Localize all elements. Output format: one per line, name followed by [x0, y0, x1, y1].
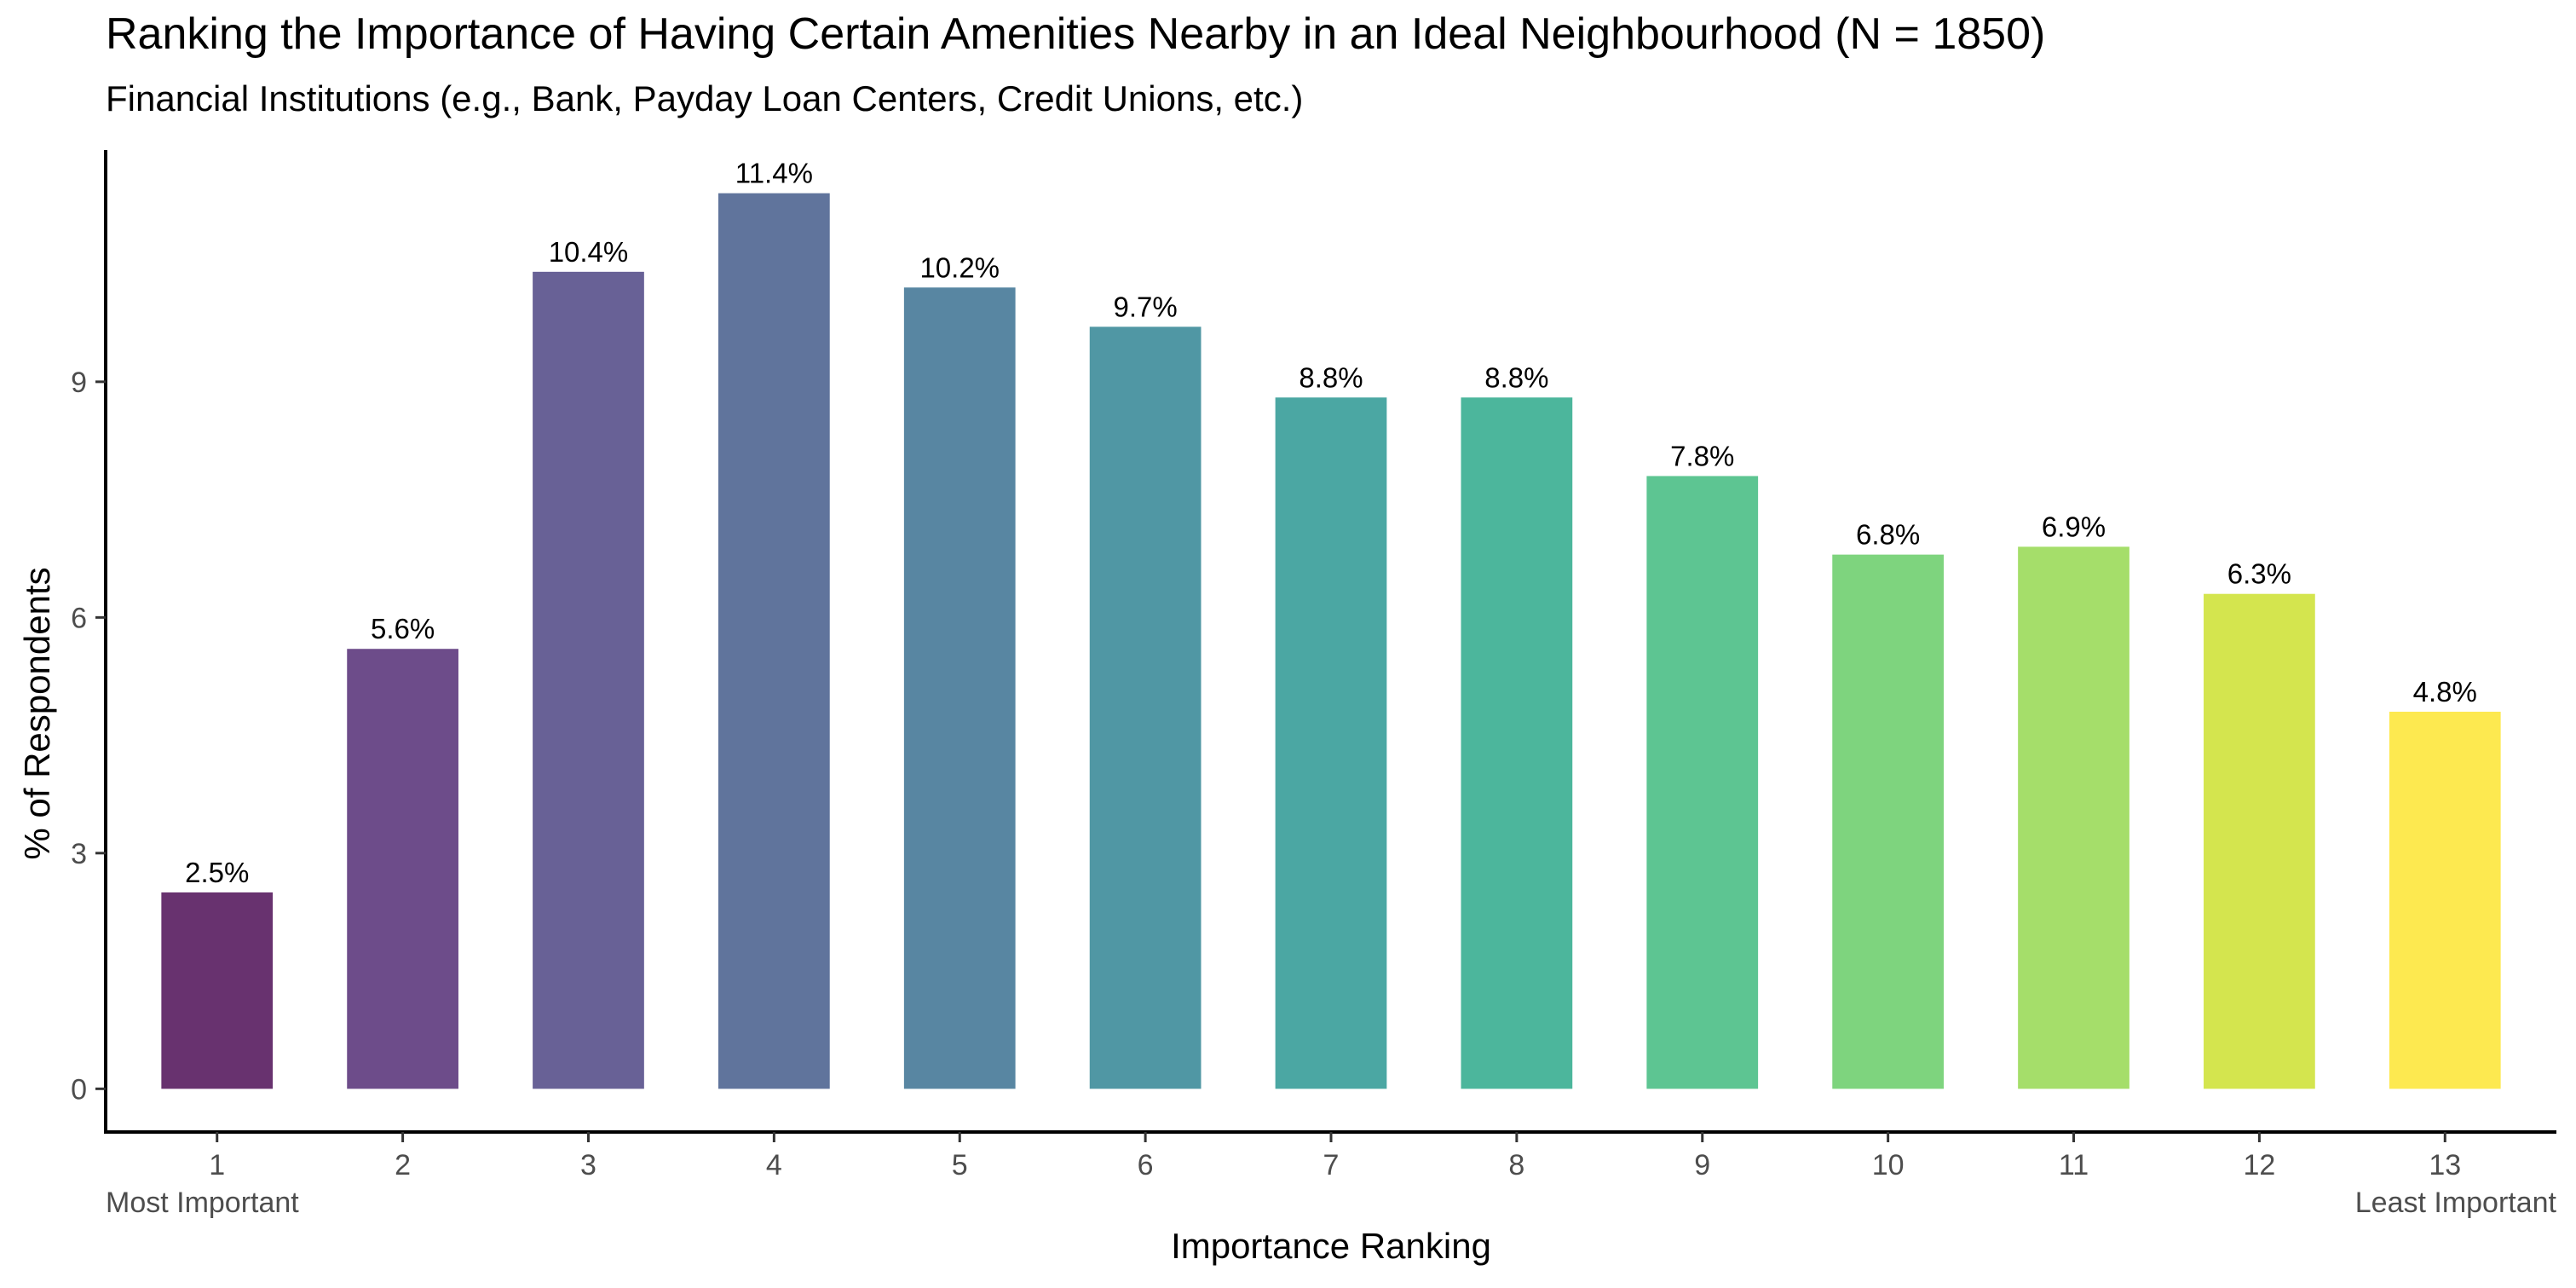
data-label-7: 8.8%: [1299, 361, 1363, 393]
bar-6: [1089, 326, 1202, 1089]
bar-13: [2389, 711, 2501, 1089]
data-label-13: 4.8%: [2413, 676, 2477, 708]
bars-layer: [161, 193, 2501, 1089]
data-label-6: 9.7%: [1114, 291, 1178, 322]
y-tick-label: 6: [71, 602, 87, 634]
x-tick-label: 1: [209, 1149, 225, 1181]
x-tick-label: 12: [2243, 1149, 2275, 1181]
x-tick-label: 13: [2429, 1149, 2461, 1181]
bar-3: [533, 271, 644, 1089]
data-labels-layer: 2.5% 5.6% 10.4% 11.4% 10.2% 9.7% 8.8% 8.8% 7.8% 6…: [185, 158, 2477, 888]
x-tick-label: 4: [766, 1149, 782, 1181]
bar-11: [2018, 546, 2129, 1089]
data-label-9: 7.8%: [1670, 440, 1734, 471]
x-first-note: Most Important: [106, 1187, 299, 1219]
x-tick-label: 8: [1508, 1149, 1524, 1181]
bar-1: [161, 892, 274, 1089]
data-label-5: 10.2%: [919, 251, 1000, 283]
x-tick-label: 10: [1872, 1149, 1905, 1181]
x-tick-label: 3: [580, 1149, 596, 1181]
data-label-12: 6.3%: [2227, 558, 2291, 590]
bar-9: [1646, 476, 1759, 1089]
data-label-8: 8.8%: [1484, 361, 1548, 393]
y-axis-title: % of Respondents: [17, 567, 57, 859]
bar-12: [2204, 593, 2315, 1089]
data-label-4: 11.4%: [735, 158, 813, 189]
bar-8: [1461, 397, 1573, 1089]
data-label-3: 10.4%: [549, 236, 629, 268]
y-tick-label: 0: [71, 1073, 87, 1106]
x-tick-label: 2: [395, 1149, 411, 1181]
data-label-1: 2.5%: [185, 857, 249, 888]
bar-2: [347, 649, 458, 1089]
data-label-2: 5.6%: [371, 613, 435, 644]
x-tick-label: 6: [1138, 1149, 1154, 1181]
x-last-note: Least Important: [2355, 1187, 2557, 1219]
bar-7: [1275, 397, 1387, 1089]
data-label-10: 6.8%: [1856, 519, 1920, 551]
bar-4: [718, 193, 830, 1089]
x-tick-label: 5: [952, 1149, 968, 1181]
x-tick-label: 7: [1323, 1149, 1340, 1181]
chart-subtitle: Financial Institutions (e.g., Bank, Payd…: [106, 78, 1304, 118]
x-axis-title: Importance Ranking: [1171, 1226, 1491, 1266]
y-tick-label: 9: [71, 367, 87, 399]
x-tick-label: 9: [1694, 1149, 1710, 1181]
bar-5: [903, 287, 1016, 1089]
y-tick-label: 3: [71, 838, 87, 870]
data-label-11: 6.9%: [2042, 511, 2106, 542]
chart-title: Ranking the Importance of Having Certain…: [106, 9, 2046, 59]
x-tick-label: 11: [2059, 1149, 2089, 1181]
bar-10: [1832, 554, 1944, 1089]
